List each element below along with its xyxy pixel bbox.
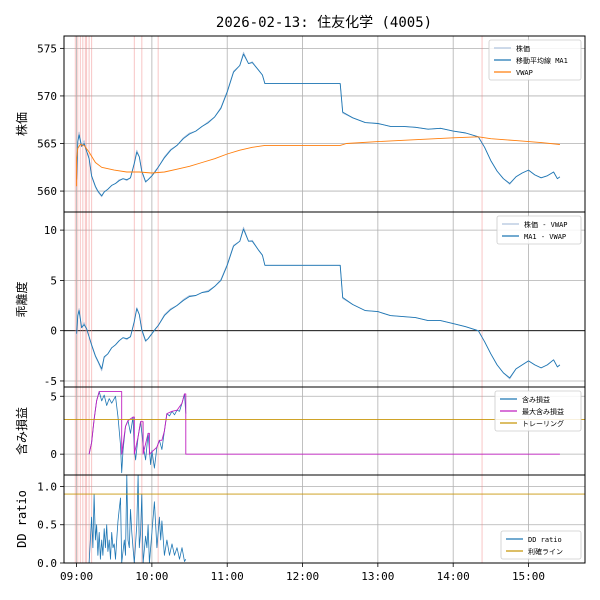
legend-entry: 含み損益 bbox=[522, 395, 550, 404]
y-axis-label: 含み損益 bbox=[14, 407, 29, 455]
legend-entry: MA1 - VWAP bbox=[524, 233, 566, 241]
legend-entry: 移動平均線 MA1 bbox=[516, 56, 568, 65]
y-tick-label: 1.0 bbox=[37, 480, 57, 493]
y-tick-label: 0.0 bbox=[37, 557, 57, 570]
panel-deviation: -5 0 5 10 乖離度 株価 - VWAP MA1 - VWAP bbox=[14, 211, 586, 388]
legend-entry: VWAP bbox=[516, 69, 533, 77]
y-tick-label: 570 bbox=[37, 90, 57, 103]
y-tick-label: 0.5 bbox=[37, 519, 57, 532]
x-tick-label: 10:00 bbox=[135, 570, 168, 583]
y-axis-label: 乖離度 bbox=[14, 281, 29, 317]
legend-entry: 株価 - VWAP bbox=[524, 220, 568, 229]
legend-entry: 利確ライン bbox=[528, 547, 563, 556]
y-tick-label: 10 bbox=[44, 224, 57, 237]
series-line bbox=[88, 391, 187, 474]
x-tick-label: 09:00 bbox=[60, 570, 93, 583]
series-line bbox=[76, 51, 561, 198]
legend-entry: 株価 bbox=[516, 44, 530, 53]
x-tick-label: 14:00 bbox=[437, 570, 470, 583]
x-tick-label: 13:00 bbox=[361, 570, 394, 583]
legend: DD ratio 利確ライン bbox=[500, 530, 582, 560]
legend-box bbox=[494, 390, 582, 432]
y-tick-label: 5 bbox=[50, 274, 57, 287]
legend: 株価 - VWAP MA1 - VWAP bbox=[496, 215, 582, 245]
legend-box bbox=[496, 215, 582, 245]
legend-box bbox=[500, 530, 582, 560]
legend-entry: DD ratio bbox=[528, 536, 562, 544]
legend-entry: 最大含み損益 bbox=[522, 407, 564, 416]
series-line bbox=[76, 226, 561, 380]
series-line bbox=[76, 228, 561, 379]
panel-frame bbox=[63, 474, 586, 564]
series-line bbox=[76, 136, 560, 187]
y-tick-label: 565 bbox=[37, 138, 57, 151]
y-tick-label: -5 bbox=[44, 375, 57, 388]
x-axis: 09:00 10:00 11:00 12:00 13:00 14:00 15:00 bbox=[60, 563, 545, 583]
x-tick-label: 15:00 bbox=[512, 570, 545, 583]
y-tick-label: 0 bbox=[50, 325, 57, 338]
y-axis-label: DD ratio bbox=[15, 490, 29, 548]
series-line bbox=[88, 475, 187, 563]
y-tick-label: 5 bbox=[50, 390, 57, 403]
y-tick-label: 575 bbox=[37, 42, 57, 55]
series-line bbox=[88, 391, 560, 455]
legend-entry: トレーリング bbox=[522, 419, 564, 428]
y-tick-label: 0 bbox=[50, 448, 57, 461]
panel-dd: 0.0 0.5 1.0 DD ratio DD ratio 利確ライン bbox=[15, 474, 586, 570]
x-tick-label: 11:00 bbox=[211, 570, 244, 583]
x-tick-label: 12:00 bbox=[286, 570, 319, 583]
legend-box bbox=[488, 39, 582, 81]
y-tick-label: 560 bbox=[37, 185, 57, 198]
chart-title: 2026-02-13: 住友化学 (4005) bbox=[216, 15, 432, 31]
y-axis-label: 株価 bbox=[14, 112, 29, 136]
series-line bbox=[76, 53, 561, 197]
